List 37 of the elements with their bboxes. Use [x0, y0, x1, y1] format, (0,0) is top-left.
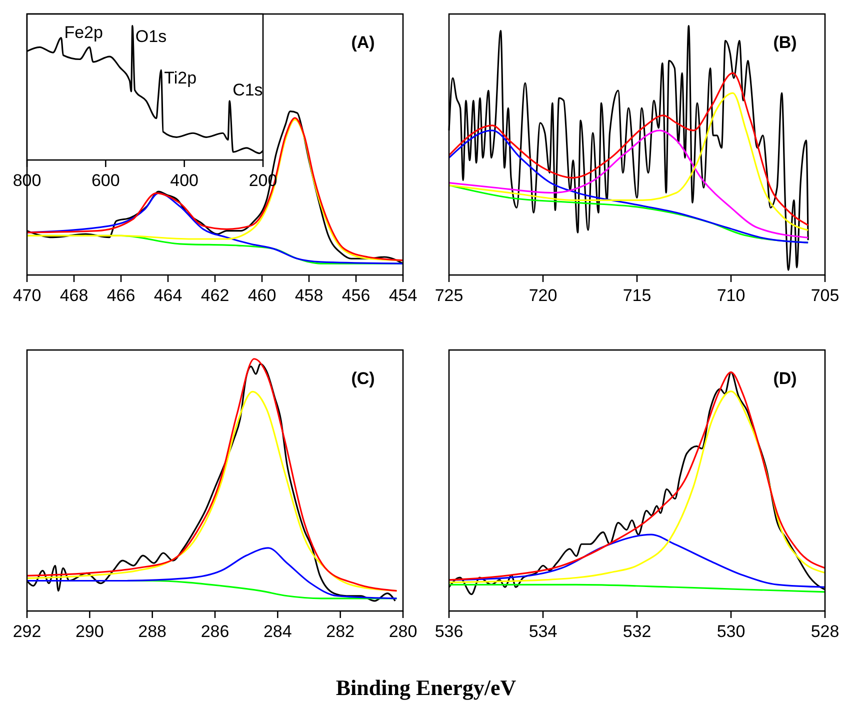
- x-tick-label: 282: [326, 622, 355, 641]
- chart-title: (A): [351, 33, 375, 52]
- chart-title: (B): [773, 33, 797, 52]
- x-tick-label: 454: [388, 286, 418, 305]
- x-tick-label: 725: [434, 286, 464, 305]
- x-tick-label: 290: [75, 622, 104, 641]
- x-tick-label: 456: [342, 286, 370, 305]
- x-tick-label: 468: [60, 286, 88, 305]
- annotation: C1s: [232, 80, 263, 100]
- x-tick-label: 458: [294, 286, 324, 305]
- x-tick-label: 715: [622, 286, 652, 305]
- x-tick-label: 286: [200, 622, 230, 641]
- x-axis-title: Binding Energy/eV: [336, 675, 516, 700]
- x-tick-label: 705: [810, 286, 840, 305]
- x-tick-label: 466: [106, 286, 136, 305]
- x-tick-label: 284: [263, 622, 292, 641]
- x-tick-label: 400: [170, 171, 199, 190]
- x-tick-label: 460: [248, 286, 276, 305]
- x-tick-label: 710: [716, 286, 746, 305]
- x-tick-label: 536: [434, 622, 464, 641]
- x-tick-label: 288: [138, 622, 167, 641]
- annotation: Fe2p: [64, 22, 103, 42]
- annotation: O1s: [135, 26, 167, 46]
- x-tick-label: 464: [154, 286, 182, 305]
- x-tick-label: 530: [716, 622, 746, 641]
- x-tick-label: 534: [528, 622, 558, 641]
- annotation: Ti2p: [164, 68, 197, 88]
- x-tick-label: 280: [388, 622, 418, 641]
- x-tick-label: 720: [528, 286, 558, 305]
- x-tick-label: 462: [200, 286, 230, 305]
- x-tick-label: 292: [12, 622, 42, 641]
- text: (C): [351, 369, 375, 388]
- x-tick-label: 470: [12, 286, 42, 305]
- chart-title: (D): [773, 369, 797, 388]
- x-tick-label: 532: [622, 622, 652, 641]
- x-tick-label: 600: [91, 171, 120, 190]
- x-tick-label: 528: [810, 622, 840, 641]
